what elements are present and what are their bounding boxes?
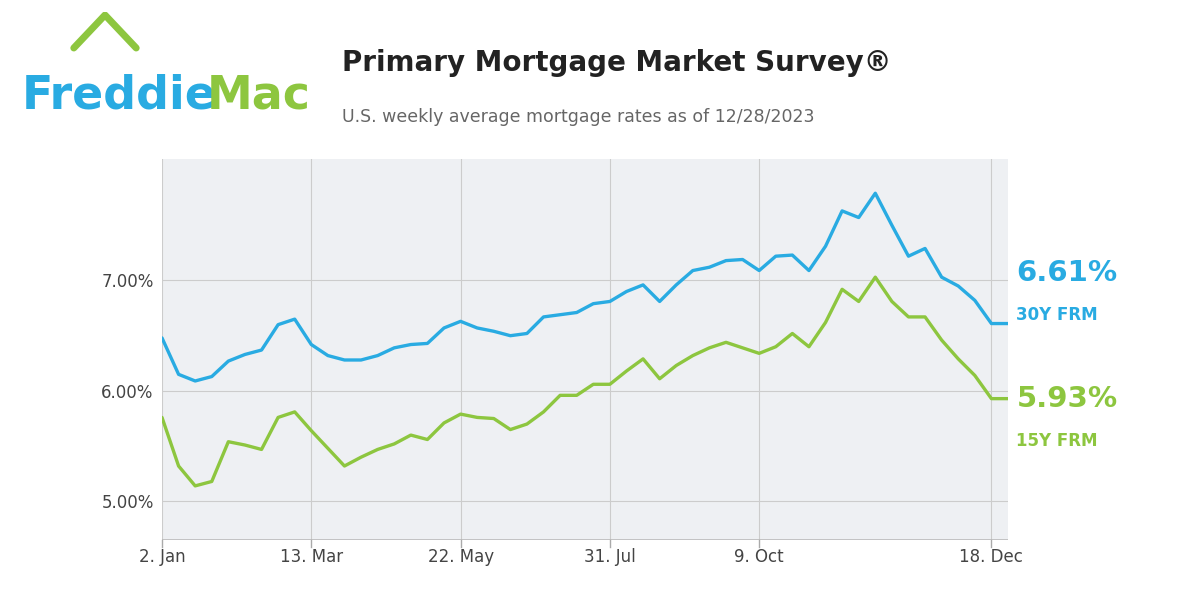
Text: Freddie: Freddie [22,73,216,118]
Text: 30Y FRM: 30Y FRM [1016,306,1098,324]
Text: U.S. weekly average mortgage rates as of 12/28/2023: U.S. weekly average mortgage rates as of… [342,108,815,126]
Text: 5.93%: 5.93% [1016,385,1117,413]
Text: 15Y FRM: 15Y FRM [1016,432,1098,450]
Text: Mac: Mac [206,73,311,118]
Text: Primary Mortgage Market Survey®: Primary Mortgage Market Survey® [342,49,892,77]
Text: 6.61%: 6.61% [1016,259,1117,287]
